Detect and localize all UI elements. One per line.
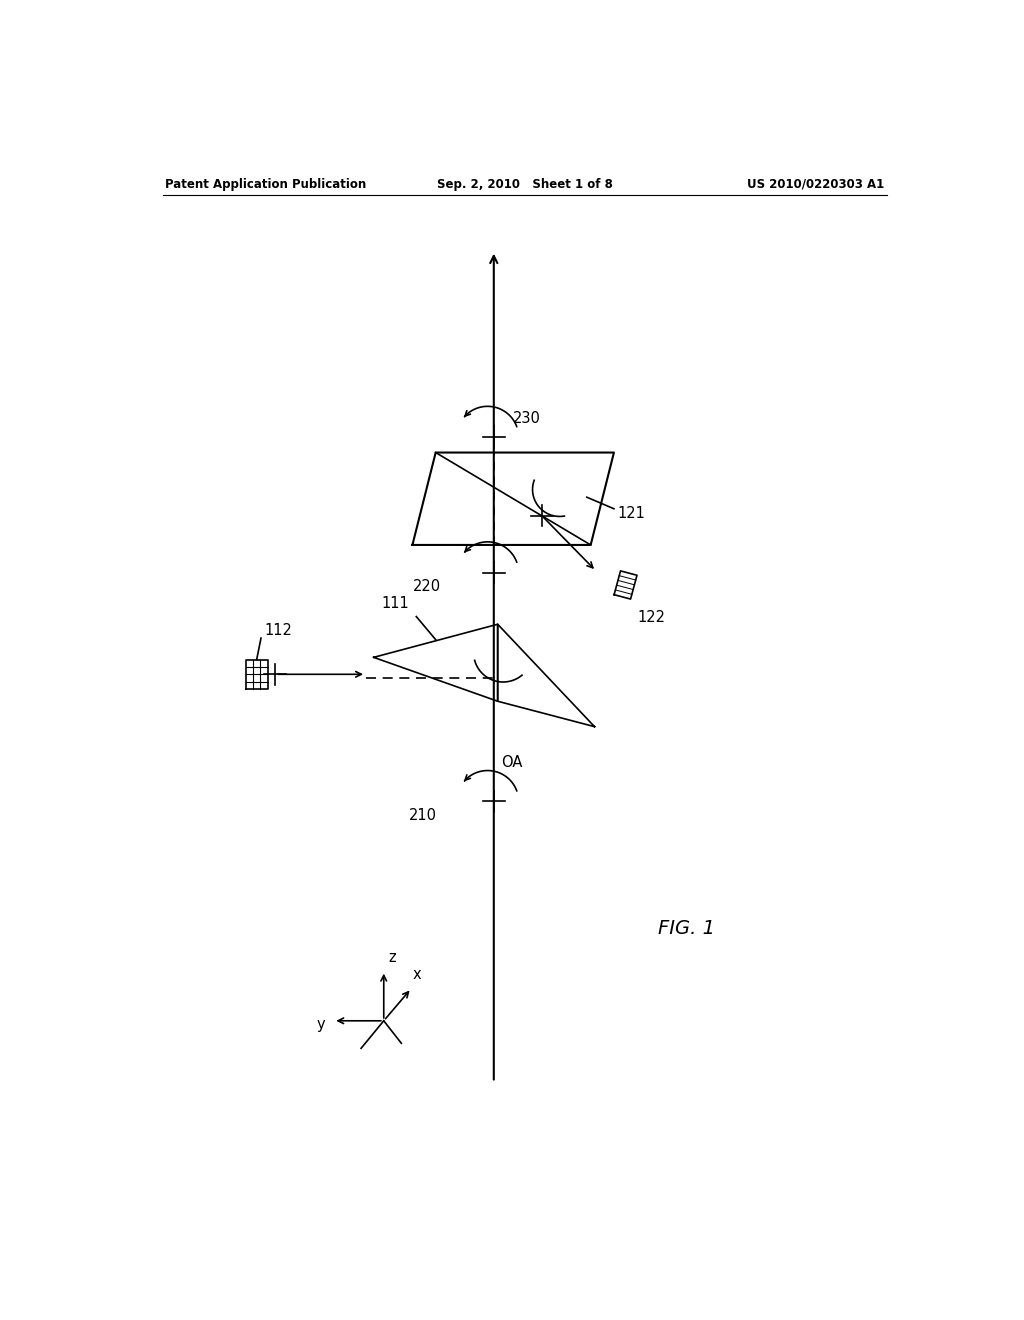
Text: US 2010/0220303 A1: US 2010/0220303 A1 bbox=[748, 178, 885, 190]
Text: 112: 112 bbox=[265, 623, 293, 638]
Text: 111: 111 bbox=[381, 597, 410, 611]
Text: y: y bbox=[317, 1018, 326, 1032]
Text: 210: 210 bbox=[409, 808, 436, 822]
Text: 230: 230 bbox=[513, 411, 541, 425]
Text: OA: OA bbox=[502, 755, 523, 771]
Text: 121: 121 bbox=[617, 507, 646, 521]
Text: z: z bbox=[388, 950, 396, 965]
Text: Sep. 2, 2010   Sheet 1 of 8: Sep. 2, 2010 Sheet 1 of 8 bbox=[437, 178, 612, 190]
Text: Patent Application Publication: Patent Application Publication bbox=[165, 178, 367, 190]
Text: 122: 122 bbox=[637, 610, 666, 624]
Text: x: x bbox=[413, 968, 422, 982]
Text: 220: 220 bbox=[413, 579, 440, 594]
Text: FIG. 1: FIG. 1 bbox=[657, 919, 715, 939]
